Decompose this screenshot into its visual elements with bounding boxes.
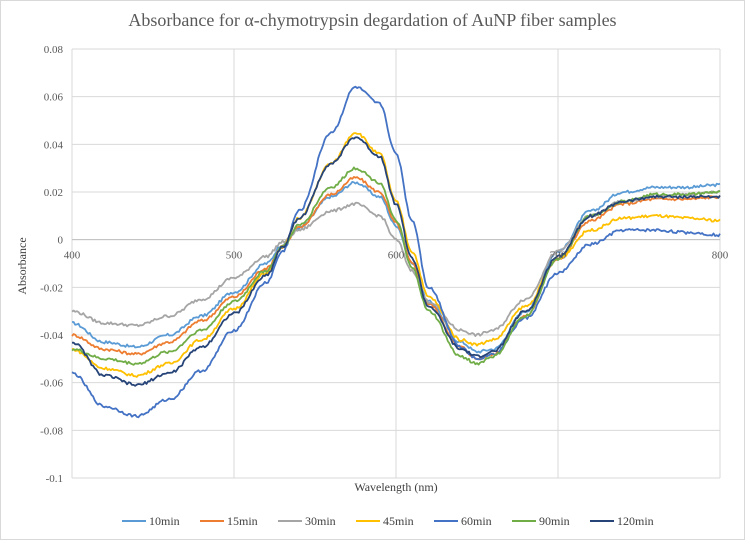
y-tick-label: -0.08 xyxy=(40,425,63,437)
series-lines xyxy=(71,85,721,419)
x-axis-title: Wavelength (nm) xyxy=(354,480,437,494)
x-tick-labels: 400 500 600 700 800 xyxy=(64,250,729,262)
x-tick-label: 700 xyxy=(550,250,567,262)
y-tick-label: 0.06 xyxy=(44,92,64,104)
x-tick-label: 400 xyxy=(64,250,81,262)
legend: 10min 15min 30min 45min 60min 90min 120min xyxy=(122,514,654,528)
legend-label-15min: 15min xyxy=(227,514,258,528)
y-tick-label: -0.1 xyxy=(46,473,63,485)
y-tick-label: 0.04 xyxy=(44,139,64,151)
legend-label-60min: 60min xyxy=(461,514,492,528)
x-tick-label: 600 xyxy=(388,250,405,262)
x-tick-label: 500 xyxy=(226,250,243,262)
legend-label-30min: 30min xyxy=(305,514,336,528)
series-line-10min xyxy=(72,180,721,354)
y-tick-labels: -0.1 -0.08 -0.06 -0.04 -0.02 0 0.02 0.04 0.06 0.0… xyxy=(40,44,63,485)
y-tick-label: 0.02 xyxy=(44,187,63,199)
series-line-60min xyxy=(71,85,721,419)
legend-label-10min: 10min xyxy=(149,514,180,528)
gridlines xyxy=(71,48,721,479)
x-tick-label: 800 xyxy=(712,250,729,262)
series-line-120min xyxy=(71,136,721,387)
series-line-45min xyxy=(72,132,721,378)
chart-title: Absorbance for α-chymotrypsin degardatio… xyxy=(128,10,617,30)
y-tick-label: 0.08 xyxy=(44,44,64,56)
y-tick-label: 0 xyxy=(58,235,64,247)
y-tick-label: -0.06 xyxy=(40,378,63,390)
y-tick-label: -0.02 xyxy=(40,282,63,294)
y-tick-label: -0.04 xyxy=(40,330,63,342)
y-axis-title: Absorbance xyxy=(15,237,29,294)
legend-label-120min: 120min xyxy=(617,514,654,528)
legend-label-90min: 90min xyxy=(539,514,570,528)
legend-label-45min: 45min xyxy=(383,514,414,528)
